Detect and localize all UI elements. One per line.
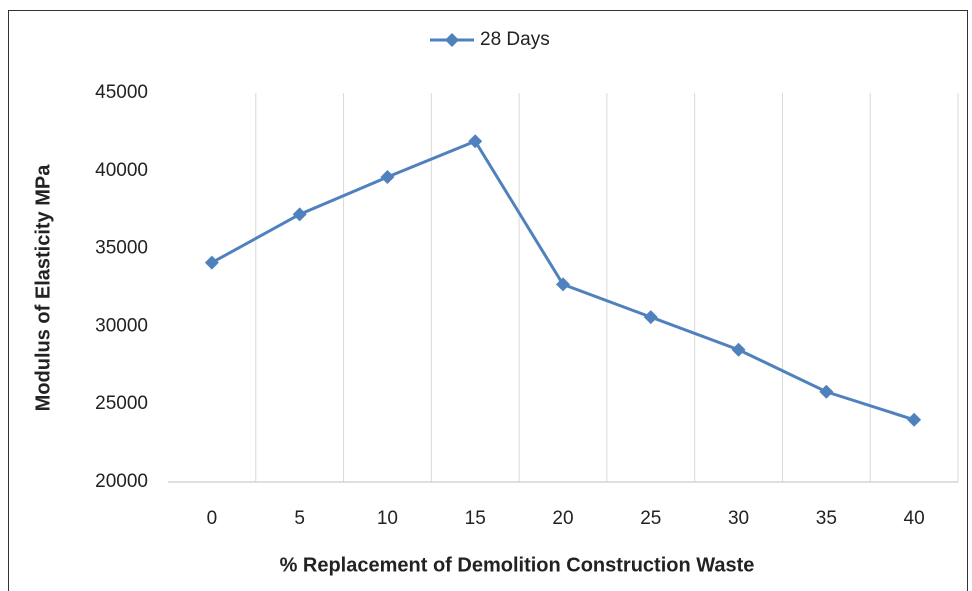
data-marker [468,134,483,149]
x-tick-label: 40 [904,508,925,529]
data-marker [731,342,746,357]
y-tick-label: 30000 [95,315,148,336]
data-marker [819,384,834,399]
y-tick-label: 40000 [95,160,148,181]
x-tick-label: 15 [465,508,486,529]
data-marker [556,277,570,292]
legend-marker [445,33,459,47]
x-tick-label: 20 [552,508,573,529]
data-marker [380,170,395,185]
x-tick-label: 5 [294,508,305,529]
x-axis-title: % Replacement of Demolition Construction… [280,554,755,576]
y-tick-label: 45000 [95,82,148,103]
y-tick-label: 35000 [95,238,148,259]
data-marker [292,207,307,222]
y-tick-label: 25000 [95,393,148,414]
x-tick-label: 25 [640,508,661,529]
x-tick-label: 30 [728,508,749,529]
x-tick-label: 35 [816,508,837,529]
data-marker [907,412,922,427]
legend-label: 28 Days [480,29,550,50]
x-tick-label: 0 [207,508,218,529]
y-axis-title: Modulus of Elasticity MPa [32,164,54,412]
frame [8,10,968,591]
x-tick-label: 10 [377,508,398,529]
data-marker [643,310,658,325]
y-tick-label: 20000 [95,471,148,492]
data-marker [204,255,219,270]
